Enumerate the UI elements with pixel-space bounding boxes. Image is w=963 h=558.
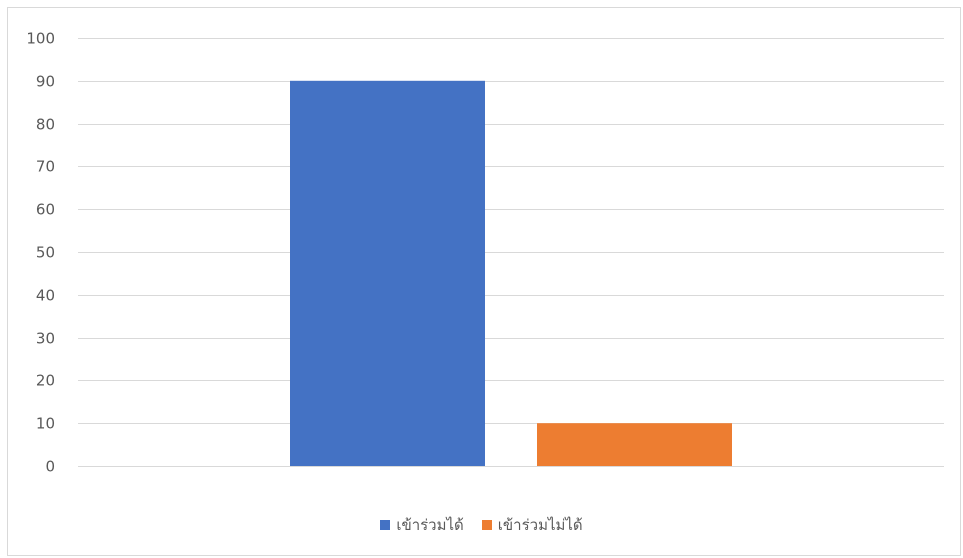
legend-label-series-1: เข้าร่วมได้ <box>396 516 464 534</box>
y-tick-label-50: 50 <box>36 244 55 262</box>
bar-series-1 <box>290 80 485 467</box>
legend-swatch-series-2 <box>481 520 492 530</box>
y-tick-label-60: 60 <box>36 201 55 219</box>
bar-series-2 <box>537 423 732 466</box>
y-tick-label-90: 90 <box>36 73 55 91</box>
legend-swatch-series-1 <box>380 520 391 530</box>
legend: เข้าร่วมได้ เข้าร่วมไม่ได้ <box>0 513 963 537</box>
gridlines <box>78 38 944 467</box>
legend-label-series-2: เข้าร่วมไม่ได้ <box>497 516 583 534</box>
y-tick-label-0: 0 <box>45 458 55 476</box>
y-tick-label-100: 100 <box>26 30 55 48</box>
y-tick-label-70: 70 <box>36 158 55 176</box>
bars <box>290 80 732 467</box>
y-axis-ticks: 0 10 20 30 40 50 60 70 80 90 100 <box>26 30 55 476</box>
y-tick-label-30: 30 <box>36 330 55 348</box>
legend-item-series-2: เข้าร่วมไม่ได้ <box>481 513 583 537</box>
y-tick-label-80: 80 <box>36 116 55 134</box>
y-tick-label-40: 40 <box>36 287 55 305</box>
legend-item-series-1: เข้าร่วมได้ <box>380 513 464 537</box>
y-tick-label-10: 10 <box>36 415 55 433</box>
y-tick-label-20: 20 <box>36 372 55 390</box>
